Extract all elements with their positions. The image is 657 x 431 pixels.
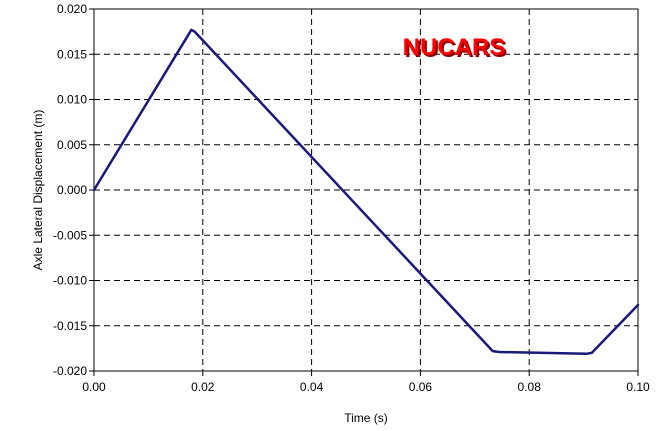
y-tick-label: 0.000	[57, 183, 87, 197]
x-tick-label: 0.06	[409, 380, 433, 394]
y-tick-label: 0.020	[57, 2, 87, 16]
y-tick-label: 0.005	[57, 138, 87, 152]
annotation-shadow: NUCARS	[405, 36, 508, 63]
series-line	[92, 28, 640, 356]
y-axis-title: Axle Lateral Displacement (m)	[31, 110, 45, 271]
y-tick-label: -0.010	[53, 274, 87, 288]
y-tick-label: -0.005	[53, 228, 87, 242]
x-tick-label: 0.08	[518, 380, 542, 394]
x-tick-label: 0.10	[626, 380, 650, 394]
gridlines	[94, 9, 638, 371]
series-group	[92, 28, 640, 356]
x-tick-label: 0.04	[300, 380, 324, 394]
x-tick-label: 0.02	[191, 380, 215, 394]
annotation-label: NUCARS	[403, 34, 506, 61]
y-tick-label: 0.015	[57, 47, 87, 61]
x-axis-ticks: 0.00 0.02 0.04 0.06 0.08 0.10	[82, 380, 650, 394]
x-tick-label: 0.00	[82, 380, 106, 394]
y-tick-label: -0.015	[53, 319, 87, 333]
y-tick-label: 0.010	[57, 93, 87, 107]
x-axis-title: Time (s)	[344, 411, 388, 425]
tick-marks	[89, 8, 639, 376]
y-tick-label: -0.020	[53, 364, 87, 378]
y-axis-ticks: 0.020 0.015 0.010 0.005 0.000 -0.005 -0.010 -0.…	[53, 2, 87, 378]
